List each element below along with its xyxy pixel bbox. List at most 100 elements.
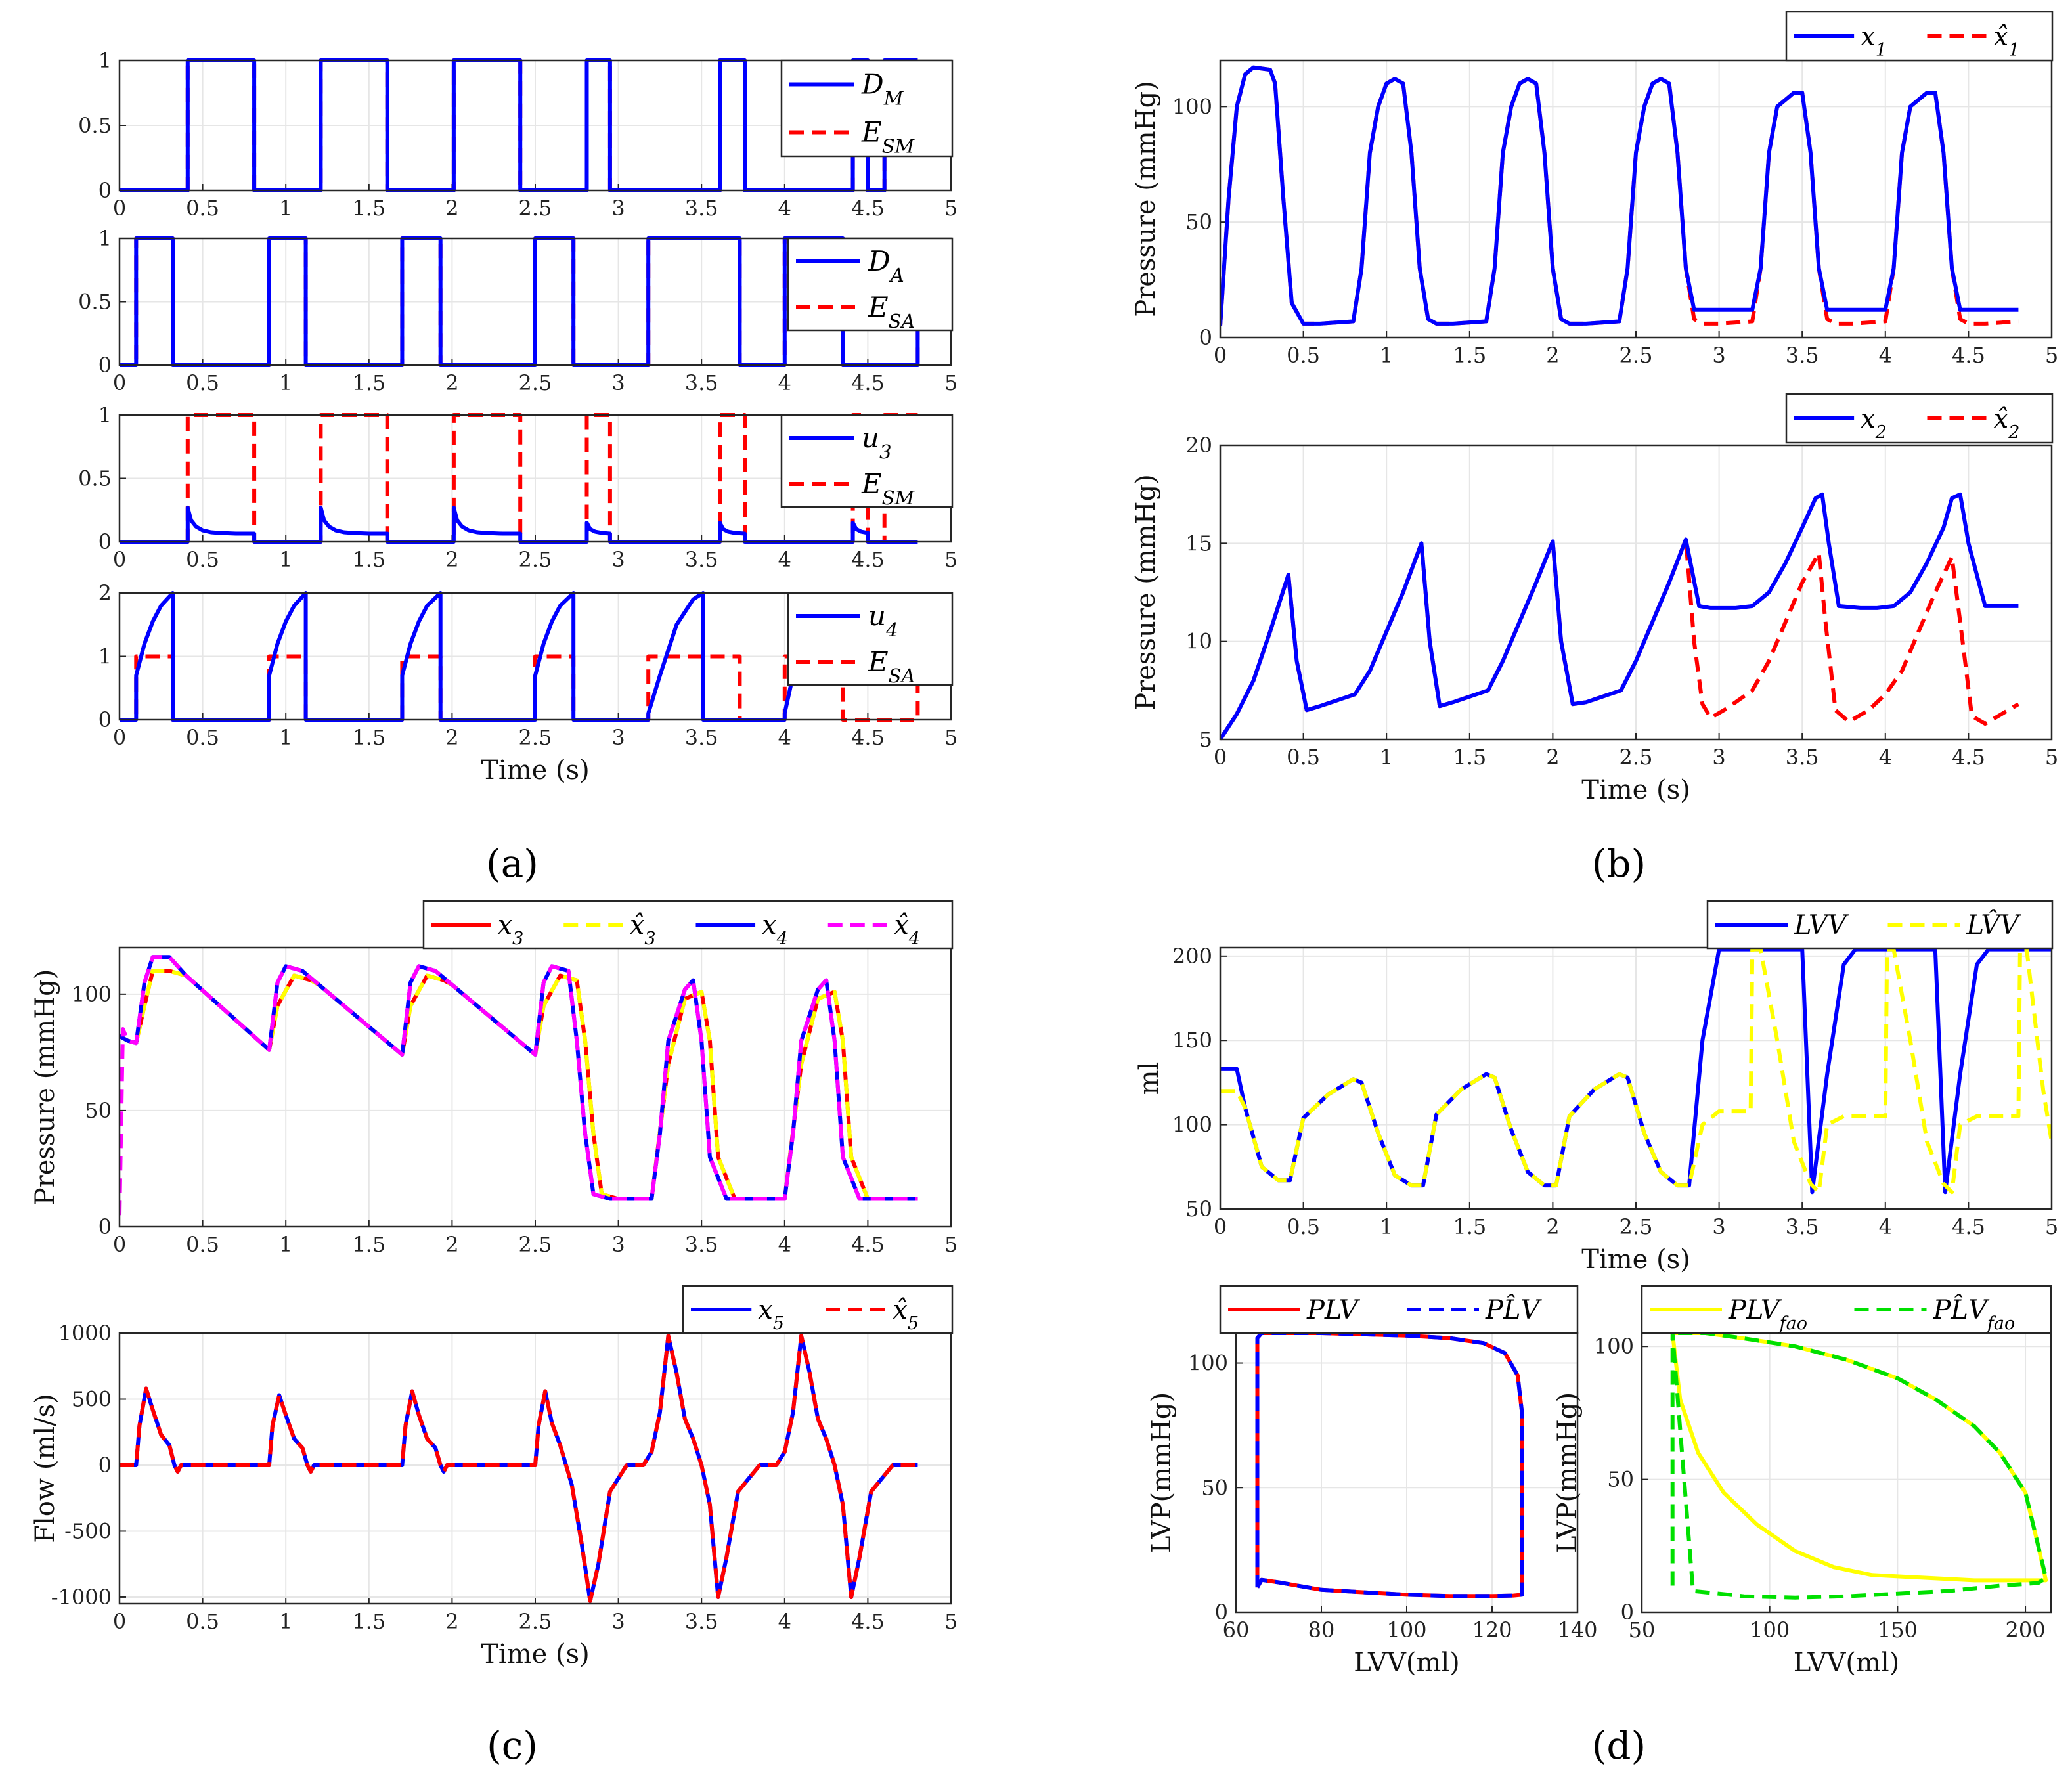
x-tick-label: 2 [445,547,458,572]
x-tick-label: 3 [611,370,625,395]
y-tick-label: 100 [1172,1112,1212,1137]
x-tick-label: 1 [279,370,292,395]
x-tick-label: 2 [445,370,458,395]
legend-label: x̂5 [893,1295,919,1334]
x-tick-label: 4.5 [851,370,885,395]
y-tick-label: 150 [1172,1028,1212,1053]
legend: u3 ESM [780,414,954,509]
y-tick-label: 100 [1172,94,1212,119]
x-tick-label: 3 [611,1232,625,1257]
legend-label: x3 [498,910,524,949]
y-axis-label: Pressure (mmHg) [1131,474,1161,711]
legend: x2 x̂2 [1785,393,2054,444]
legend-label: x1 [1861,22,1887,60]
x-tick-label: 5 [944,725,958,750]
y-tick-label: 0 [99,178,112,203]
x-tick-label: 0.5 [186,725,219,750]
legend: x3 x̂3 x4 x̂4 [422,900,954,950]
x-tick-label: 0.5 [186,196,219,221]
legend: DM ESM [780,59,954,158]
y-axis-label: Pressure (mmHg) [30,969,60,1206]
x-tick-label: 200 [2006,1618,2046,1642]
x-axis-label: LVV(ml) [1354,1648,1460,1678]
legend-label: PLV [1306,1295,1361,1325]
legend: DA ESA [787,237,954,332]
x-tick-label: 0 [113,1232,126,1257]
series-line-LVhatV [1220,947,2052,1195]
axes-box [1219,444,2053,741]
x-tick-label: 1.5 [1453,343,1486,368]
legend: PLVfao PL̂Vfao [1641,1285,2052,1334]
x-tick-label: 1 [1380,343,1393,368]
axes-box [1219,946,2053,1210]
x-tick-label: 3 [611,725,625,750]
x-tick-label: 5 [944,547,958,572]
x-tick-label: 5 [944,196,958,221]
x-tick-label: 5 [944,1609,958,1634]
legend-label: LVV [1794,910,1849,940]
y-tick-label: 100 [1188,1351,1228,1376]
series-line-u_3 [120,505,918,544]
chart-d1: 0 0.5 1 1.5 2 2.5 3 3.5 4 4.5 5 50 100 150 200 Time (s)… [1134,900,2058,1275]
y-tick-label: 100 [1594,1334,1634,1359]
y-tick-label: -500 [64,1518,112,1543]
y-tick-label: 2 [99,581,112,605]
x-tick-label: 4 [1879,745,1892,770]
x-tick-label: 3.5 [1786,745,1819,770]
y-tick-label: 0 [1215,1600,1228,1625]
x-tick-label: 1 [279,547,292,572]
y-tick-label: 1000 [58,1321,112,1346]
x-tick-label: 1.5 [352,370,386,395]
legend: PLV PL̂V [1219,1285,1579,1334]
x-tick-label: 1 [1380,1214,1393,1239]
y-tick-label: 0 [99,1453,112,1478]
x-tick-label: 4 [778,1609,791,1634]
x-tick-label: 0 [113,725,126,750]
x-tick-label: 100 [1750,1618,1790,1642]
x-tick-label: 4 [778,370,791,395]
legend-label: PLVfao [1728,1295,1807,1334]
x-tick-label: 0.5 [1287,745,1320,770]
x-tick-label: 0.5 [186,1609,219,1634]
legend-label: x̂4 [894,910,920,949]
legend-label: x5 [758,1295,784,1334]
y-tick-label: 1 [99,48,112,73]
x-tick-label: 2.5 [519,1232,552,1257]
x-tick-label: 50 [1629,1618,1656,1642]
legend-box [787,592,954,686]
legend: u4 ESA [787,592,954,687]
y-tick-label: -1000 [51,1585,112,1610]
chart-a1: 0 0.5 1 1.5 2 2.5 3 3.5 4 4.5 5 0 0.5 1 DM ESM [78,48,958,221]
x-tick-label: 2 [445,1232,458,1257]
y-tick-label: 1 [99,644,112,669]
x-tick-label: 2 [1546,1214,1559,1239]
x-tick-label: 4.5 [851,196,885,221]
x-tick-label: 0 [113,196,126,221]
x-tick-label: 0.5 [186,1232,219,1257]
y-tick-label: 5 [1199,727,1212,752]
legend-label: LV̂V [1966,910,2022,940]
legend-label: x̂3 [630,910,656,949]
x-tick-label: 150 [1878,1618,1918,1642]
legend: x1 x̂1 [1785,11,2054,62]
x-tick-label: 2.5 [519,725,552,750]
x-tick-label: 0.5 [186,370,219,395]
series-line-xhat_4 [120,955,918,1216]
x-tick-label: 80 [1308,1618,1335,1642]
legend-label: ESM [861,468,915,509]
x-axis-label: Time (s) [1581,1244,1690,1275]
x-tick-label: 3.5 [685,196,718,221]
legend-label: DA [868,245,904,286]
x-tick-label: 5 [2045,1214,2058,1239]
y-tick-label: 50 [1201,1475,1228,1500]
x-axis-label: Time (s) [481,755,590,785]
legend-label: x̂1 [1994,22,2020,60]
x-tick-label: 140 [1557,1618,1597,1642]
x-tick-label: 1 [279,1232,292,1257]
chart-a4: 0 0.5 1 1.5 2 2.5 3 3.5 4 4.5 5 0 1 2 Time (s) u4 ESA [99,581,958,785]
panel-label-a: (a) [486,841,539,886]
x-tick-label: 4 [1879,343,1892,368]
